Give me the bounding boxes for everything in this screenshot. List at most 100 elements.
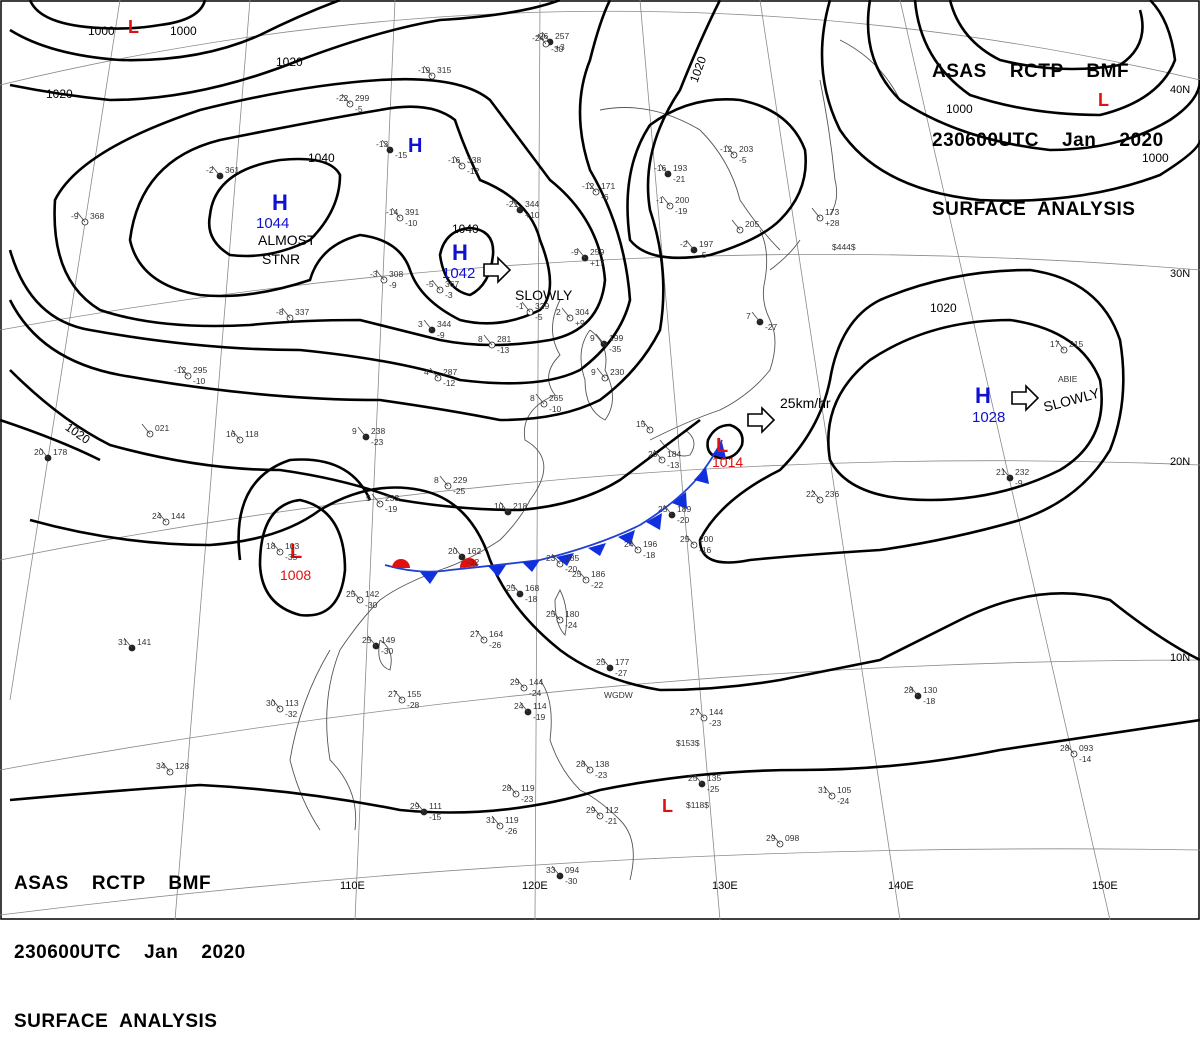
station-pressure: 338: [467, 155, 481, 165]
station-plot: 34 128: [156, 761, 189, 776]
station-pressure: 142: [365, 589, 379, 599]
station-temperature: 30: [266, 698, 276, 708]
station-plot: 29 098: [766, 833, 799, 848]
high-symbol: H: [452, 240, 468, 265]
station-temperature: 22: [806, 489, 816, 499]
wind-barb: [541, 31, 551, 43]
wind-barb: [629, 539, 639, 551]
isobar-1024-ne: [626, 98, 807, 260]
station-pressure: 171: [601, 181, 615, 191]
station-pressure: 233: [385, 493, 399, 503]
station-tendency: -13: [497, 345, 510, 355]
station-plot: 22 236: [806, 489, 839, 504]
station-temperature: 18: [266, 541, 276, 551]
wind-barb: [596, 367, 606, 379]
high-pressure-value: 1044: [256, 215, 289, 232]
wind-barb: [515, 677, 525, 689]
station-temperature: 8: [530, 393, 535, 403]
wind-barb: [439, 475, 449, 487]
station-temperature: 27: [470, 629, 480, 639]
station-plot: 20 184-13: [648, 449, 681, 470]
station-tendency: -16: [699, 545, 712, 555]
station-plot: -16 338-12: [448, 155, 481, 176]
high-symbol: H: [272, 190, 288, 215]
wind-barb: [423, 319, 433, 331]
station-pressure: 138: [595, 759, 609, 769]
station-plot: 27 164-26: [470, 629, 503, 650]
station-plot: 24 144: [152, 511, 185, 526]
station-plot: 10 218: [494, 501, 527, 516]
station-tendency: -25: [453, 486, 466, 496]
front-cold-4: [556, 553, 574, 566]
station-plot: 28 093-14: [1060, 743, 1093, 764]
wind-barb: [581, 759, 591, 771]
longitude-label: 130E: [712, 880, 738, 892]
station-plot: -12 171-6: [582, 181, 615, 202]
wind-barb: [391, 207, 401, 219]
isobar-label: 1020: [276, 55, 303, 69]
motion-label: ALMOST: [258, 232, 316, 248]
station-temperature: 9: [590, 333, 595, 343]
wind-barb: [483, 334, 493, 346]
station-plot: 25 186-22: [572, 569, 605, 590]
station-temperature: 28: [1060, 743, 1070, 753]
station-temperature: 8: [478, 334, 483, 344]
station-pressure: 259: [590, 247, 604, 257]
station-plot: 30 113-32: [266, 698, 299, 719]
station-pressure: 197: [699, 239, 713, 249]
station-pressure: 186: [591, 569, 605, 579]
station-temperature: 20: [34, 447, 44, 457]
station-pressure: 199: [609, 333, 623, 343]
station-tendency: -14: [1079, 754, 1092, 764]
isobar-1012: [237, 458, 372, 561]
station-plot: -14 391-10: [386, 207, 419, 228]
station-tendency: -27: [765, 322, 778, 332]
station-plot: 25 200-16: [680, 534, 713, 555]
wind-barb: [76, 211, 86, 223]
map-frame: [0, 0, 1200, 920]
station-pressure: 144: [709, 707, 723, 717]
isobar-label: 1020: [930, 301, 957, 315]
header-product: ASAS RCTP BMF: [14, 873, 212, 894]
station-temperature: 27: [690, 707, 700, 717]
station-temperature: 28: [502, 783, 512, 793]
station-plot: -21 344+10: [506, 199, 540, 220]
wind-barb: [591, 805, 601, 817]
station-plot: -9 259+17: [571, 247, 605, 268]
station-temperature: 10: [494, 501, 504, 511]
station-temperature: -5: [426, 279, 434, 289]
station-tendency: -24: [565, 620, 578, 630]
wind-barb: [661, 195, 671, 207]
map-header-top-right: ASAS RCTP BMF 230600UTC Jan 2020 SURFACE…: [932, 14, 1164, 244]
station-pressure: 257: [555, 31, 569, 41]
station-plot: 21 232-9: [996, 467, 1029, 488]
station-plot: -8 337: [276, 307, 309, 322]
motion-label: 25km/hr: [780, 395, 831, 411]
station-temperature: 24: [514, 701, 524, 711]
station-tendency: -12: [467, 166, 480, 176]
station-tendency: -26: [505, 826, 518, 836]
motion-arrow-1042: [483, 256, 512, 284]
station-plot: 16 118: [226, 429, 259, 444]
station-plot: 9 199-35: [590, 333, 623, 354]
station-tendency: -10: [193, 376, 206, 386]
coast-sakhalin: [819, 79, 838, 216]
wind-barb: [231, 429, 241, 441]
wind-barb: [371, 493, 381, 505]
station-plot: 5 233-19: [366, 493, 399, 514]
station-temperature: 29: [510, 677, 520, 687]
station-pressure: 299: [355, 93, 369, 103]
station-tendency: -9: [1015, 478, 1023, 488]
station-tendency: -10: [405, 218, 418, 228]
isobar-top-3: [9, 0, 561, 102]
station-plot: -5 367-3: [426, 279, 459, 300]
station-temperature: 17: [1050, 339, 1060, 349]
wind-barb: [157, 511, 167, 523]
station-plot: 23 185-20: [546, 553, 579, 574]
station-pressure: 229: [453, 475, 467, 485]
station-pressure: 205: [745, 219, 759, 229]
motion-label: STNR: [262, 251, 300, 267]
station-pressure: 178: [53, 447, 67, 457]
station-plot: 021: [141, 423, 169, 438]
wind-barb: [551, 609, 561, 621]
